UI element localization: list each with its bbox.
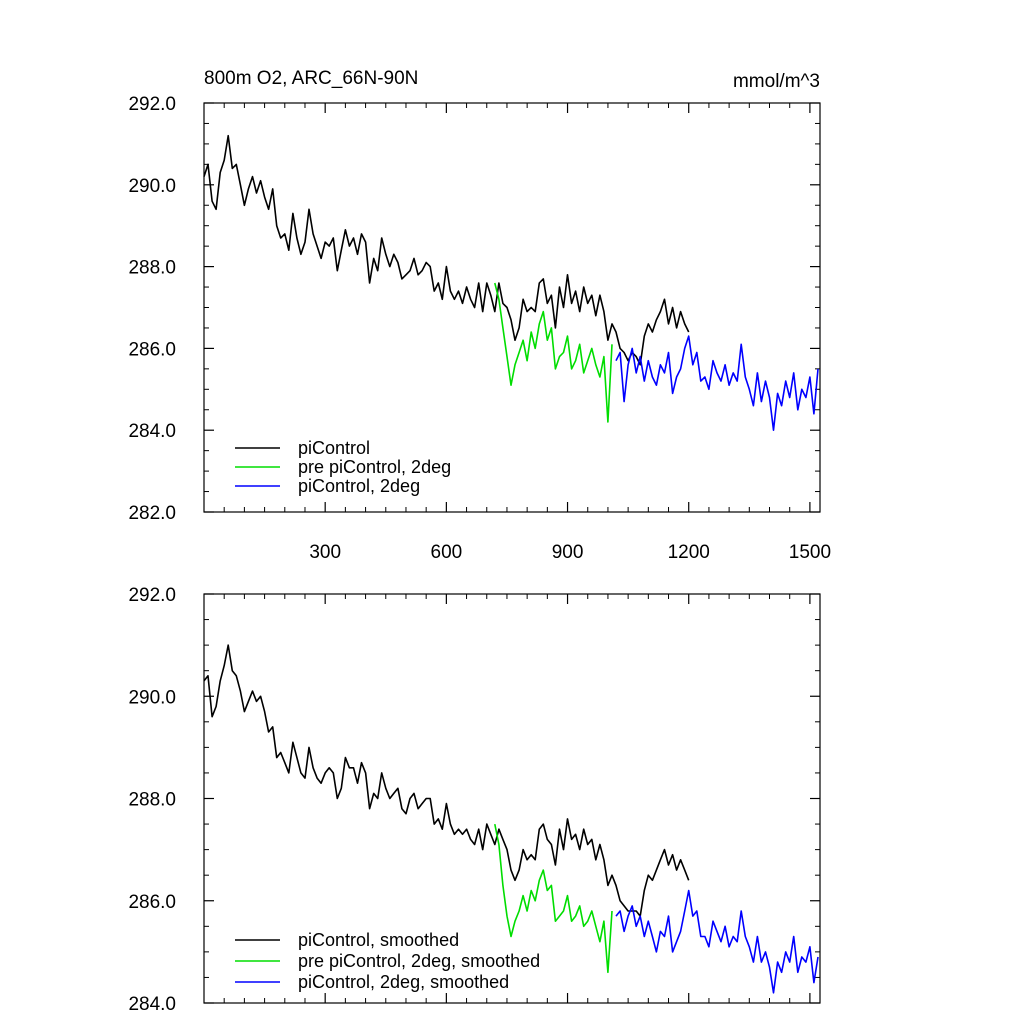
y-tick-label: 288.0 xyxy=(128,790,176,811)
y-tick-label: 290.0 xyxy=(128,176,176,197)
y-tick-label: 284.0 xyxy=(128,994,176,1015)
y-tick-label: 292.0 xyxy=(128,585,176,606)
series-line-pre-picontrol-2deg-smoothed xyxy=(494,823,613,974)
x-tick-label: 300 xyxy=(309,542,341,563)
legend-label: piControl, smoothed xyxy=(298,930,459,950)
y-tick-label: 282.0 xyxy=(128,503,176,524)
legend-label: pre piControl, 2deg xyxy=(298,457,451,477)
y-tick-label: 286.0 xyxy=(128,892,176,913)
legend-label: pre piControl, 2deg, smoothed xyxy=(298,951,540,971)
plot-frame xyxy=(203,102,821,513)
series-line-picontrol xyxy=(203,134,690,366)
legend-label: piControl xyxy=(298,438,370,458)
x-tick-label: 900 xyxy=(552,542,584,563)
x-tick-label: 1500 xyxy=(789,542,831,563)
y-tick-label: 288.0 xyxy=(128,258,176,279)
chart-title: 800m O2, ARC_66N-90N xyxy=(204,68,418,89)
y-tick-label: 292.0 xyxy=(128,94,176,115)
series-line-picontrol-2deg xyxy=(615,335,819,432)
x-tick-label: 1200 xyxy=(668,542,710,563)
y-tick-label: 290.0 xyxy=(128,687,176,708)
units-label: mmol/m^3 xyxy=(733,71,820,92)
y-tick-label: 286.0 xyxy=(128,339,176,360)
top-panel: 300 600 900 1200 1500 282.0 284.0 286.0 288.0 290… xyxy=(128,94,831,563)
series-line-picontrol-smoothed xyxy=(203,644,690,917)
x-tick-label: 600 xyxy=(431,542,463,563)
series-line-picontrol-2deg-smoothed xyxy=(615,889,819,994)
bottom-panel: 284.0 286.0 288.0 290.0 292.0 piControl, smoo… xyxy=(128,585,821,1015)
y-tick-label: 284.0 xyxy=(128,421,176,442)
series-line-pre-picontrol-2deg xyxy=(494,282,613,423)
legend-label: piControl, 2deg xyxy=(298,476,420,496)
legend-label: piControl, 2deg, smoothed xyxy=(298,972,509,992)
